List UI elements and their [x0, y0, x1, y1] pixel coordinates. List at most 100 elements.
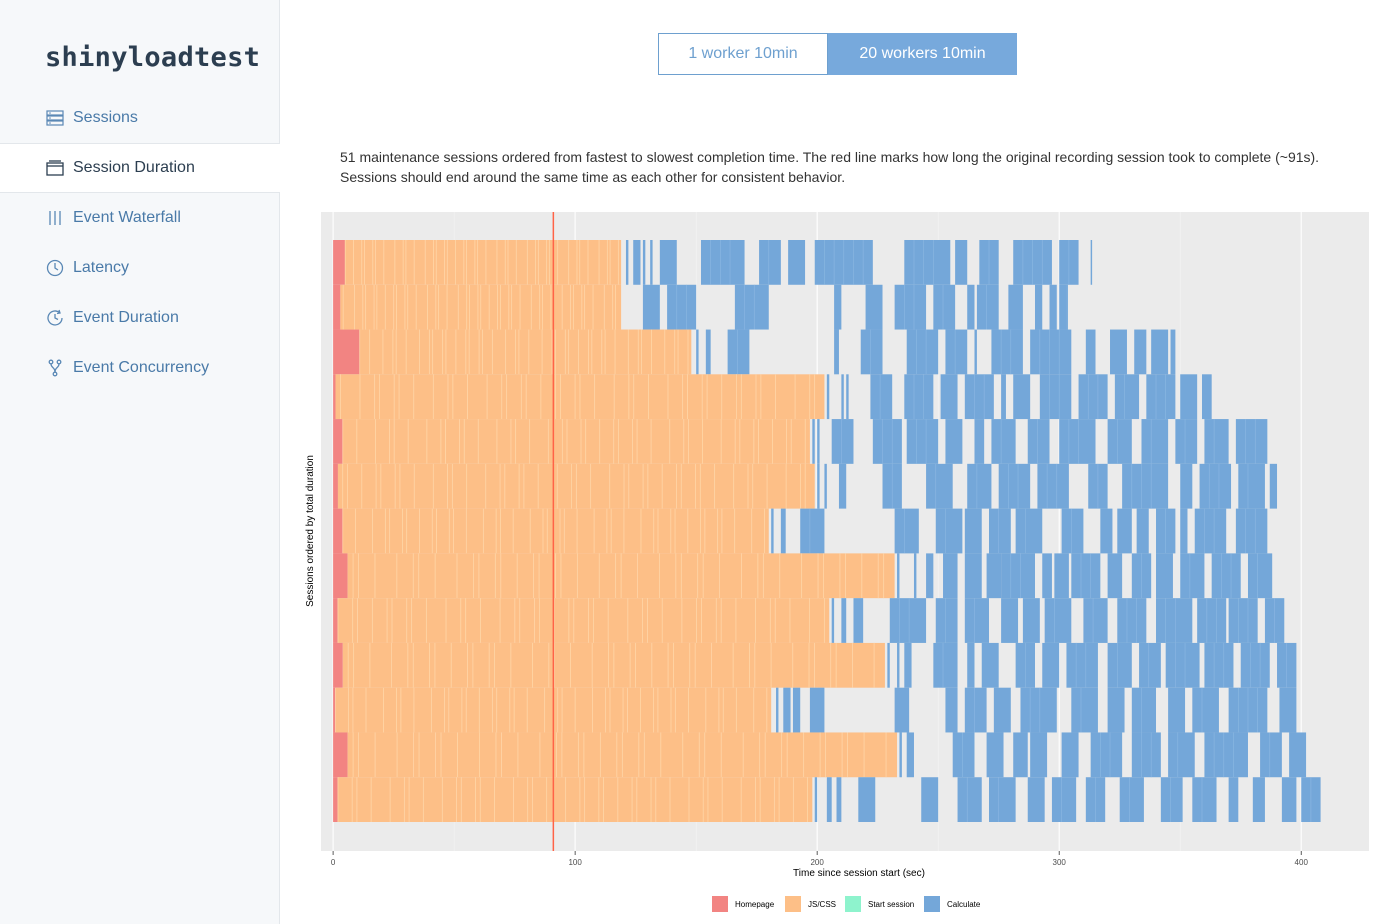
bar-calculate — [1180, 463, 1193, 509]
x-tick-label: 0 — [331, 858, 336, 867]
bar-calculate — [1037, 463, 1069, 509]
bar-calculate — [1066, 284, 1068, 330]
sidebar-item-event-duration[interactable]: Event Duration — [0, 293, 280, 343]
bar-homepage — [333, 553, 348, 599]
bar-calculate — [1061, 508, 1084, 554]
legend-label: Homepage — [735, 900, 775, 909]
bar-calculate — [824, 463, 827, 509]
sidebar-item-event-concurrency[interactable]: Event Concurrency — [0, 343, 280, 393]
clock-icon — [45, 258, 65, 278]
bar-calculate — [814, 777, 818, 822]
sidebar-item-session-duration[interactable]: Session Duration — [0, 143, 280, 193]
bar-calculate — [967, 642, 975, 688]
bar-calculate — [1051, 777, 1077, 822]
bar-calculate — [705, 329, 711, 375]
bar-calculate — [800, 508, 825, 554]
bar-homepage — [333, 463, 338, 509]
bar-calculate — [1168, 687, 1186, 733]
bar-homepage — [333, 598, 338, 643]
bar-calculate — [957, 777, 982, 822]
bar-calculate — [1119, 777, 1144, 822]
bar-homepage — [333, 687, 336, 733]
bar-calculate — [986, 732, 1004, 778]
bar-calculate — [846, 374, 849, 420]
bar-calculate — [727, 329, 750, 375]
bar-calculate — [841, 598, 847, 643]
bar-calculate — [1083, 598, 1108, 643]
session-bars — [333, 240, 1321, 822]
bar-jscss — [359, 329, 692, 375]
bar-calculate — [899, 732, 902, 778]
bar-calculate — [1238, 463, 1265, 509]
bar-calculate — [967, 284, 975, 330]
bar-calculate — [1054, 553, 1069, 599]
bar-calculate — [792, 687, 801, 733]
bar-calculate — [943, 553, 958, 599]
bar-calculate — [897, 553, 900, 599]
bar-calculate — [1201, 374, 1212, 420]
bar-calculate — [1194, 508, 1227, 554]
bar-calculate — [1090, 732, 1123, 778]
bar-calculate — [1156, 553, 1173, 599]
bar-calculate — [945, 419, 963, 464]
x-tick-label: 100 — [568, 858, 582, 867]
bar-calculate — [853, 598, 864, 643]
fork-icon — [45, 358, 65, 378]
bar-calculate — [650, 240, 653, 285]
bar-jscss — [337, 598, 830, 643]
bar-calculate — [989, 508, 1011, 554]
bar-calculate — [1085, 329, 1096, 375]
bar-calculate — [991, 329, 1023, 375]
bar-calculate — [1260, 732, 1282, 778]
sidebar-item-sessions[interactable]: Sessions — [0, 93, 280, 143]
bar-calculate — [894, 284, 927, 330]
bar-calculate — [964, 508, 982, 554]
sidebar-item-latency[interactable]: Latency — [0, 243, 280, 293]
bar-calculate — [1269, 463, 1278, 509]
bar-calculate — [1071, 687, 1098, 733]
sidebar-item-event-waterfall[interactable]: Event Waterfall — [0, 193, 280, 243]
bar-calculate — [1107, 419, 1132, 464]
clock-refresh-icon — [45, 308, 65, 328]
bar-calculate — [1066, 642, 1098, 688]
bar-calculate — [776, 687, 779, 733]
bar-calculate — [1117, 598, 1147, 643]
bar-calculate — [926, 463, 953, 509]
bar-calculate — [1042, 642, 1060, 688]
bar-calculate — [1034, 284, 1043, 330]
bars-icon — [45, 208, 65, 228]
bar-calculate — [870, 374, 893, 420]
bar-jscss — [345, 240, 622, 285]
bar-calculate — [1160, 777, 1183, 822]
session-row — [333, 508, 1268, 554]
bar-calculate — [633, 240, 641, 285]
bar-calculate — [667, 284, 697, 330]
tab-20-workers-10min[interactable]: 20 workers 10min — [828, 33, 1017, 75]
bar-calculate — [894, 687, 910, 733]
bar-calculate — [1180, 553, 1205, 599]
bar-calculate — [1141, 419, 1169, 464]
bar-calculate — [955, 240, 968, 285]
bar-calculate — [945, 687, 958, 733]
bar-homepage — [333, 284, 341, 330]
bar-calculate — [1044, 598, 1072, 643]
bar-calculate — [1134, 329, 1147, 375]
bar-calculate — [1013, 374, 1031, 420]
legend-item: Start session — [845, 896, 914, 912]
bar-jscss — [337, 777, 813, 822]
legend-label: Calculate — [947, 900, 981, 909]
bar-calculate — [906, 732, 914, 778]
bar-calculate — [1042, 553, 1052, 599]
bar-calculate — [991, 419, 1016, 464]
bar-calculate — [1180, 374, 1198, 420]
bar-calculate — [1197, 598, 1227, 643]
session-row — [333, 374, 1212, 420]
bar-calculate — [1131, 732, 1161, 778]
legend-swatch — [785, 896, 801, 912]
session-row — [333, 642, 1297, 688]
session-row — [333, 240, 1093, 285]
bar-calculate — [933, 642, 958, 688]
bar-calculate — [642, 240, 646, 285]
bar-calculate — [964, 553, 982, 599]
tab-1-worker-10min[interactable]: 1 worker 10min — [658, 33, 828, 75]
